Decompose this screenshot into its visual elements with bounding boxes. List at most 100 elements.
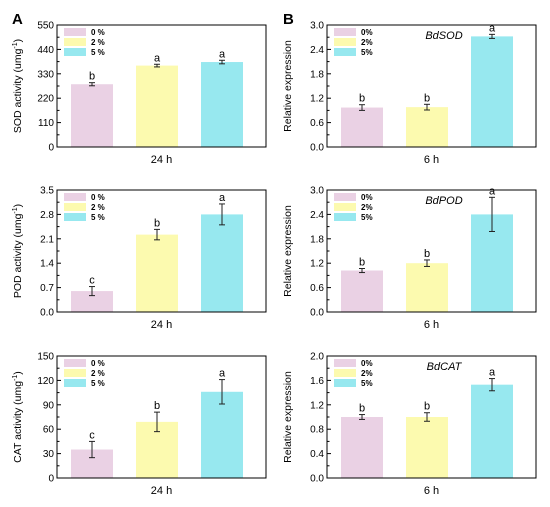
legend-swatch	[334, 203, 356, 211]
chart-panel-4: 0.0 0.6 1.2 1.8 2.4 3.0 Relative expression b b a…	[282, 185, 537, 331]
legend-label: 5%	[361, 379, 373, 388]
y-tick-label: 1.8	[310, 69, 324, 80]
legend-label: 5%	[361, 213, 373, 222]
significance-letter: b	[89, 71, 95, 83]
plot-frame	[326, 355, 537, 479]
x-category-label: 6 h	[424, 154, 439, 166]
panel-letter-b: B	[283, 11, 294, 28]
legend-swatch	[64, 369, 86, 377]
significance-letter: b	[359, 403, 365, 415]
plot-frame	[56, 24, 267, 148]
y-tick-label: 1.2	[310, 94, 324, 105]
y-tick-label: 30	[43, 449, 55, 460]
y-axis-label: Relative expression	[282, 40, 294, 132]
chart-panel-6: 0.0 0.4 0.8 1.2 1.6 2.0 Relative expression b b a…	[282, 352, 537, 497]
chart-title: BdSOD	[425, 30, 462, 42]
y-tick-label: 0.0	[310, 308, 324, 319]
bar	[471, 384, 513, 478]
bar	[136, 234, 178, 312]
significance-letter: b	[424, 248, 430, 260]
y-tick-label: 2.4	[310, 210, 324, 221]
y-tick-label: 3.0	[310, 21, 324, 32]
y-tick-label: 3.0	[310, 186, 324, 197]
chart-title: BdCAT	[427, 361, 463, 373]
legend-label: 0 %	[91, 359, 105, 368]
y-tick-label: 0	[48, 474, 54, 485]
y-tick-label: 550	[37, 21, 54, 32]
y-tick-label: 220	[37, 94, 54, 105]
y-tick-label: 2.1	[40, 234, 54, 245]
y-tick-label: 1.8	[310, 234, 324, 245]
y-axis-label: CAT activity (umg-1)	[12, 371, 24, 463]
legend-label: 2 %	[91, 203, 105, 212]
legend-swatch	[64, 28, 86, 36]
chart-panel-2: 0.0 0.6 1.2 1.8 2.4 3.0 Relative expression b b a…	[282, 21, 537, 166]
legend-swatch	[334, 213, 356, 221]
chart-panel-3: 0.0 0.7 1.4 2.1 2.8 3.5 POD activity (umg-1) c b…	[12, 186, 267, 331]
legend-swatch	[64, 38, 86, 46]
y-tick-label: 330	[37, 69, 54, 80]
y-tick-label: 0.0	[40, 308, 54, 319]
legend-swatch	[64, 193, 86, 201]
y-tick-label: 0.6	[310, 118, 324, 129]
legend-label: 0 %	[91, 193, 105, 202]
legend-label: 5 %	[91, 379, 105, 388]
y-tick-label: 1.2	[310, 259, 324, 270]
y-tick-label: 0	[48, 143, 54, 154]
significance-letter: a	[219, 368, 226, 380]
bar	[341, 270, 383, 312]
legend-label: 5%	[361, 48, 373, 57]
legend-label: 0 %	[91, 28, 105, 37]
y-axis-label: Relative expression	[282, 205, 294, 297]
bar	[136, 65, 178, 147]
chart-panel-5: 0 30 60 90 120 150 CAT activity (umg-1) c b a 24 h…	[12, 352, 267, 497]
y-tick-label: 2.0	[310, 352, 324, 363]
legend-label: 2%	[361, 203, 373, 212]
bar	[406, 107, 448, 147]
legend-swatch	[334, 28, 356, 36]
y-tick-label: 440	[37, 45, 54, 56]
bar	[201, 391, 243, 478]
y-tick-label: 120	[37, 376, 54, 387]
y-tick-label: 0.0	[310, 474, 324, 485]
significance-letter: c	[89, 429, 95, 441]
significance-letter: b	[424, 92, 430, 104]
legend-swatch	[334, 369, 356, 377]
legend-label: 2 %	[91, 369, 105, 378]
bar	[201, 214, 243, 312]
significance-letter: b	[359, 256, 365, 268]
y-axis-label: POD activity (umg-1)	[12, 204, 24, 298]
legend-swatch	[334, 193, 356, 201]
y-tick-label: 60	[43, 425, 55, 436]
x-category-label: 24 h	[151, 154, 172, 166]
significance-letter: a	[219, 48, 226, 60]
x-category-label: 24 h	[151, 319, 172, 331]
legend-label: 5 %	[91, 48, 105, 57]
legend-label: 0%	[361, 359, 373, 368]
chart-panels: 0 110 220 330 440 550 SOD activity (umg-1) b a a 2…	[12, 21, 537, 497]
significance-letter: a	[489, 367, 496, 379]
legend-swatch	[334, 38, 356, 46]
bar	[71, 291, 113, 312]
bar	[341, 417, 383, 478]
significance-letter: a	[489, 22, 496, 34]
y-tick-label: 0.0	[310, 143, 324, 154]
y-tick-label: 0.4	[310, 449, 324, 460]
x-category-label: 6 h	[424, 485, 439, 497]
plot-frame	[326, 189, 537, 313]
y-tick-label: 0.6	[310, 283, 324, 294]
x-category-label: 6 h	[424, 319, 439, 331]
significance-letter: a	[219, 192, 226, 204]
legend-label: 2%	[361, 369, 373, 378]
significance-letter: a	[489, 185, 496, 197]
significance-letter: c	[89, 275, 95, 287]
y-tick-label: 1.2	[310, 400, 324, 411]
bar	[201, 62, 243, 147]
legend-label: 2%	[361, 38, 373, 47]
bar	[406, 263, 448, 312]
y-tick-label: 2.8	[40, 210, 54, 221]
significance-letter: b	[154, 217, 160, 229]
legend-swatch	[64, 379, 86, 387]
x-category-label: 24 h	[151, 485, 172, 497]
